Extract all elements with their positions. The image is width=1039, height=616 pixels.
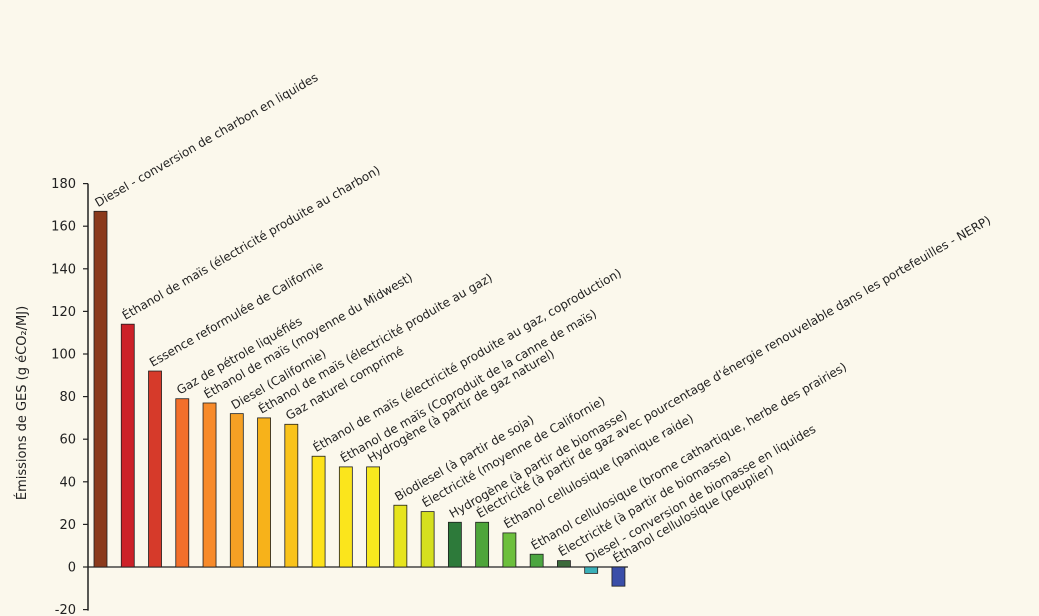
y-tick-label: 140 <box>51 262 76 277</box>
bar <box>311 455 326 568</box>
bar <box>202 402 217 568</box>
y-tick-label: 20 <box>59 518 76 533</box>
y-tick-label: 80 <box>59 390 76 405</box>
bar <box>447 521 462 568</box>
bar <box>366 466 381 568</box>
bar <box>502 532 517 568</box>
bar <box>529 553 544 568</box>
y-tick-label: 100 <box>51 348 76 363</box>
bar <box>393 504 408 568</box>
bar <box>175 398 190 568</box>
y-tick-label: 160 <box>51 220 76 235</box>
bar <box>420 511 435 568</box>
y-tick-label: 60 <box>59 433 76 448</box>
y-tick-label: 0 <box>68 561 76 576</box>
bar <box>557 560 571 568</box>
bar <box>475 521 490 568</box>
bar <box>148 370 162 568</box>
y-tick-label: 180 <box>51 177 76 192</box>
bar <box>338 466 353 568</box>
category-label: Diesel - conversion de charbon en liquid… <box>93 70 321 210</box>
y-tick-label: -20 <box>55 603 76 616</box>
bar <box>284 423 299 568</box>
category-labels: Diesel - conversion de charbon en liquid… <box>93 70 994 565</box>
bar <box>93 210 108 568</box>
y-tick-label: 120 <box>51 305 76 320</box>
bar <box>584 566 599 574</box>
y-axis-label: Émissions de GES (g éCO₂/MJ) <box>14 306 30 500</box>
category-label: Éthanol de maïs (Coproduit de la canne d… <box>337 306 599 466</box>
bar <box>229 413 244 568</box>
bars <box>93 210 626 587</box>
y-tick-label: 40 <box>59 475 76 490</box>
bar <box>120 323 135 568</box>
y-axis: -20 0 20 40 60 80 100 120 140 160 180 <box>51 177 628 616</box>
bar <box>611 566 626 587</box>
bar <box>257 417 271 568</box>
